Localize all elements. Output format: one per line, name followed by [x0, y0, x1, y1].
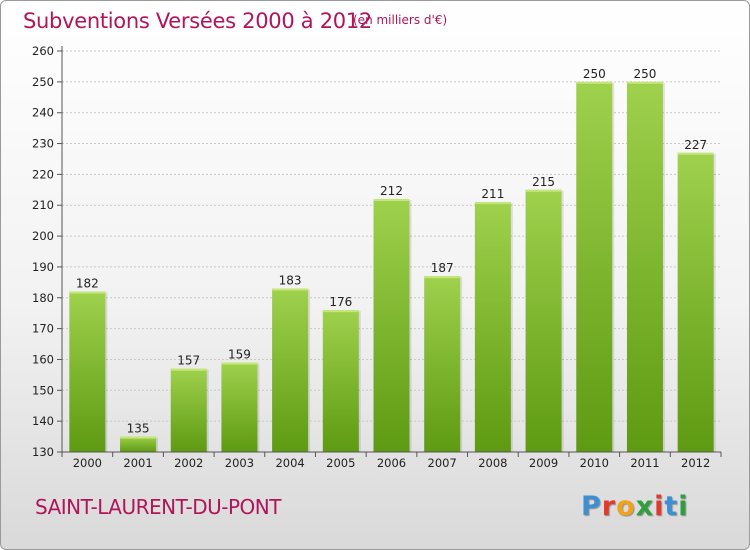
y-tick-label: 190	[32, 260, 54, 274]
bar-highlight	[373, 199, 410, 202]
bar-2008	[474, 202, 511, 452]
y-tick-label: 180	[32, 291, 54, 305]
x-tick-label: 2007	[428, 456, 457, 470]
data-label: 159	[228, 348, 251, 362]
bar-highlight	[272, 288, 309, 291]
y-tick-label: 140	[32, 414, 54, 428]
logo-letter: x	[635, 491, 655, 522]
x-tick-label: 2001	[123, 456, 152, 470]
bar-highlight	[170, 368, 207, 371]
bar-2009	[525, 189, 562, 453]
y-tick-label: 160	[32, 352, 54, 366]
logo-letter: i	[678, 491, 689, 522]
data-label: 250	[583, 67, 606, 81]
x-tick-label: 2004	[275, 456, 304, 470]
bar-highlight	[424, 276, 461, 279]
bar-highlight	[322, 310, 359, 313]
data-label: 227	[684, 138, 707, 152]
x-tick-label: 2006	[377, 456, 406, 470]
bar-2007	[424, 276, 461, 452]
y-tick-label: 210	[32, 198, 54, 212]
bar-highlight	[576, 81, 613, 84]
data-label: 157	[177, 354, 200, 368]
x-tick-label: 2011	[630, 456, 659, 470]
x-tick-label: 2009	[529, 456, 558, 470]
axes: 130 140 150 160 170 180 190 200 210 220 230 240 250 2…	[32, 44, 722, 470]
chart-unit: (en milliers d'€)	[353, 13, 448, 27]
data-label: 183	[279, 274, 302, 288]
bar-highlight	[120, 436, 157, 439]
data-label: 211	[481, 187, 504, 201]
bar-highlight	[69, 291, 106, 294]
y-tick-label: 150	[32, 383, 54, 397]
y-tick-label: 130	[32, 445, 54, 459]
x-tick-label: 2012	[681, 456, 710, 470]
bar-highlight	[677, 152, 714, 155]
data-label: 215	[532, 175, 555, 189]
bar-2012	[677, 152, 714, 453]
logo-letter: t	[664, 491, 679, 522]
y-tick-label: 260	[32, 44, 54, 58]
bar-2010	[576, 81, 613, 452]
logo-letter: o	[616, 491, 636, 522]
data-label: 250	[634, 67, 657, 81]
y-tick-label: 250	[32, 75, 54, 89]
data-label: 187	[431, 261, 454, 275]
x-tick-label: 2002	[174, 456, 203, 470]
bar-2003	[221, 362, 258, 452]
logo-letter: r	[601, 491, 617, 522]
bar-2011	[626, 81, 663, 452]
chart-title: Subventions Versées 2000 à 2012	[23, 9, 372, 33]
y-tick-label: 200	[32, 229, 54, 243]
x-tick-label: 2008	[478, 456, 507, 470]
x-tick-label: 2005	[326, 456, 355, 470]
x-tick-label: 2000	[73, 456, 102, 470]
bar-2006	[373, 199, 410, 452]
bar-2004	[272, 288, 309, 452]
data-label: 135	[127, 422, 150, 436]
data-label: 212	[380, 184, 403, 198]
y-tick-label: 170	[32, 322, 54, 336]
logo-letter: P	[581, 491, 602, 522]
data-label: 176	[329, 295, 352, 309]
y-tick-label: 240	[32, 106, 54, 120]
y-tick-label: 220	[32, 167, 54, 181]
bar-highlight	[474, 202, 511, 205]
bar-highlight	[626, 81, 663, 84]
proxiti-logo: Proxiti	[581, 491, 689, 522]
data-label: 182	[76, 277, 99, 291]
y-tick-label: 230	[32, 137, 54, 151]
bar-2002	[170, 368, 207, 452]
bar-highlight	[525, 189, 562, 192]
bar-2000	[69, 291, 106, 452]
bars: 182 135 157 159 183 176 212 187 211 215 250 250 227	[69, 67, 716, 453]
bar-2001	[120, 436, 157, 452]
x-tick-label: 2010	[580, 456, 609, 470]
logo-letter: i	[654, 491, 665, 522]
x-tick-label: 2003	[225, 456, 254, 470]
bar-highlight	[221, 362, 258, 365]
commune-name: SAINT-LAURENT-DU-PONT	[35, 495, 281, 519]
bar-2005	[322, 310, 359, 452]
